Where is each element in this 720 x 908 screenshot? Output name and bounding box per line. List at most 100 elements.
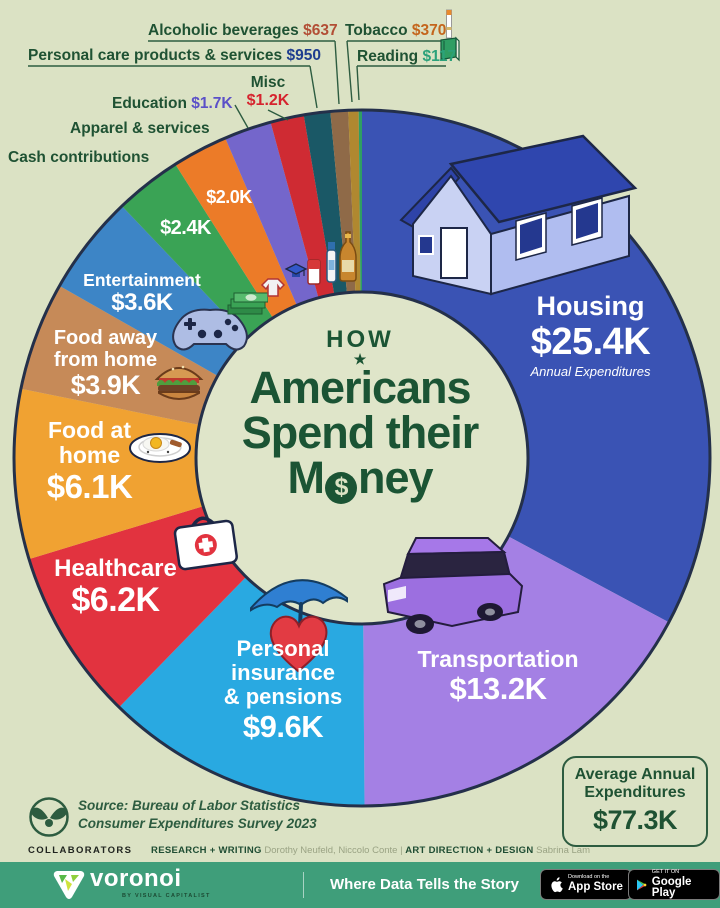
callout-line [346,40,353,103]
segment-transportation [363,536,669,806]
food-away-value: $3.9K [70,370,141,400]
food-home-line-2: home [58,442,121,469]
collaborators-heading: COLLABORATORS [28,845,133,856]
apparel-name: Apparel & services [70,120,210,137]
appstore-badge-top: Download on the [568,874,610,881]
google-play-badge[interactable]: GET IT ON Google Play [628,869,720,900]
apparel-label: Apparel & services [70,120,210,138]
title-line-1: Americans [249,362,471,414]
housing-name: Housing [536,291,645,321]
research-writing-label: RESEARCH + WRITING [151,845,262,856]
callout-line [309,65,318,109]
misc-label: Misc $1.2K [233,74,303,110]
average-line-1: Average Annual [574,766,696,783]
voronoi-sub-brand: BY VISUAL CAPITALIST [122,893,211,899]
beer-bottle-icon [339,231,357,282]
apparel-value: $2.0K [206,187,252,207]
segment-education [225,122,319,306]
transportation-value: $13.2K [449,671,547,707]
art-direction-label: ART DIRECTION + DESIGN [405,845,534,856]
segment-food-at-home [14,388,204,560]
food-away-line-1: Food away [53,327,158,349]
segment-misc [270,114,335,298]
average-expenditures-box: Average Annual Expenditures $77.3K [562,756,708,847]
source-line-1: Source: Bureau of Labor Statistics [78,798,301,813]
food-home-value: $6.1K [46,467,133,505]
alcoholic-beverages-label: Alcoholic beverages $637 [148,22,338,40]
cigarette-icon [446,9,452,39]
footer-tagline: Where Data Tells the Story [330,876,519,893]
healthcare-name: Healthcare [54,555,177,582]
insurance-value: $9.6K [242,708,324,744]
alcoholic-value: $637 [303,22,338,39]
googleplay-badge-bottom: Google Play [651,875,692,899]
personal-care-label: Personal care products & services $950 [28,47,321,65]
callout-line [356,65,360,101]
gamepad-icon [172,308,248,351]
annual-expenditures-note: Annual Expenditures [530,364,651,380]
insurance-line-2: insurance [231,660,335,686]
cash-contributions-label: Cash contributions [8,149,149,167]
transportation-label: Transportation $13.2K [383,646,613,707]
app-store-badge[interactable]: Download on the App Store [540,869,632,900]
appstore-badge-bottom: App Store [568,881,623,894]
tobacco-value: $370 [411,22,447,39]
personal-care-name: Personal care products & services [28,47,283,64]
art-direction-names: Sabrina Lam [536,845,590,856]
first-aid-kit-icon [173,516,238,571]
personal-care-value: $950 [286,47,321,64]
reading-value: $117 [422,48,457,65]
lotion-bottle-icon [326,242,337,283]
tobacco-name: Tobacco [345,22,408,39]
umbrella-heart-icon [250,579,348,673]
callout-line [334,40,340,105]
research-writing-names: Dorothy Neufeld, Niccolo Conte [264,845,398,856]
misc-value: $1.2K [246,92,290,109]
misc-name: Misc [250,74,286,91]
callout-line [234,104,249,129]
source-line-2: Consumer Expenditures Survey 2023 [78,816,317,832]
callout-line [267,109,289,121]
cash-value: $2.4K [160,217,211,239]
google-play-icon [637,879,647,890]
healthcare-value: $6.2K [71,581,160,620]
collaborators-line: COLLABORATORS RESEARCH + WRITING Dorothy… [28,845,708,856]
tobacco-label: Tobacco $370 [345,22,446,40]
entertainment-label: Entertainment $3.6K [62,270,222,317]
graduation-cap-icon [284,263,308,277]
dollar-coin-icon: $ [324,471,357,504]
cash-name: Cash contributions [8,149,150,166]
googleplay-badge-top: GET IT ON [651,868,680,875]
footer-bar: voronoi BY VISUAL CAPITALIST Where Data … [0,862,720,908]
collab-divider: | [400,845,403,856]
page-title: HOW ★ Americans Spend their M $ ney [205,326,515,504]
transportation-name: Transportation [417,646,579,672]
education-name: Education [112,95,187,112]
breakfast-plate-icon [129,433,191,463]
donut-outer-outline [12,108,712,808]
food-away-line-2: from home [53,349,158,371]
book-icon [440,36,460,62]
apple-icon [551,877,563,893]
voronoi-wordmark: voronoi [90,865,182,892]
insurance-line-3: & pensions [223,684,343,710]
donut-inner-outline [194,290,530,626]
healthcare-label: Healthcare $6.2K [28,555,203,620]
star-icon: ★ [353,351,367,367]
money-m: M [287,452,324,504]
burger-icon [154,365,204,400]
housing-label: Housing $25.4K Annual Expenditures [468,291,713,380]
cash-icon [227,292,268,315]
segment-tobacco [348,110,361,293]
food-home-line-1: Food at [47,417,132,443]
average-line-2: Expenditures [584,784,686,802]
money-ney: ney [357,452,434,504]
apparel-value-label: $2.0K [196,187,262,208]
coin-dollar-sign: $ [334,473,349,502]
segment-personal-care-products-services [303,111,347,295]
food-away-label: Food away from home $3.9K [38,327,173,401]
food-at-home-label: Food at home $6.1K [22,417,157,505]
voronoi-logo-icon [53,871,85,899]
shirt-icon [260,278,286,297]
visual-capitalist-logo [29,797,69,837]
